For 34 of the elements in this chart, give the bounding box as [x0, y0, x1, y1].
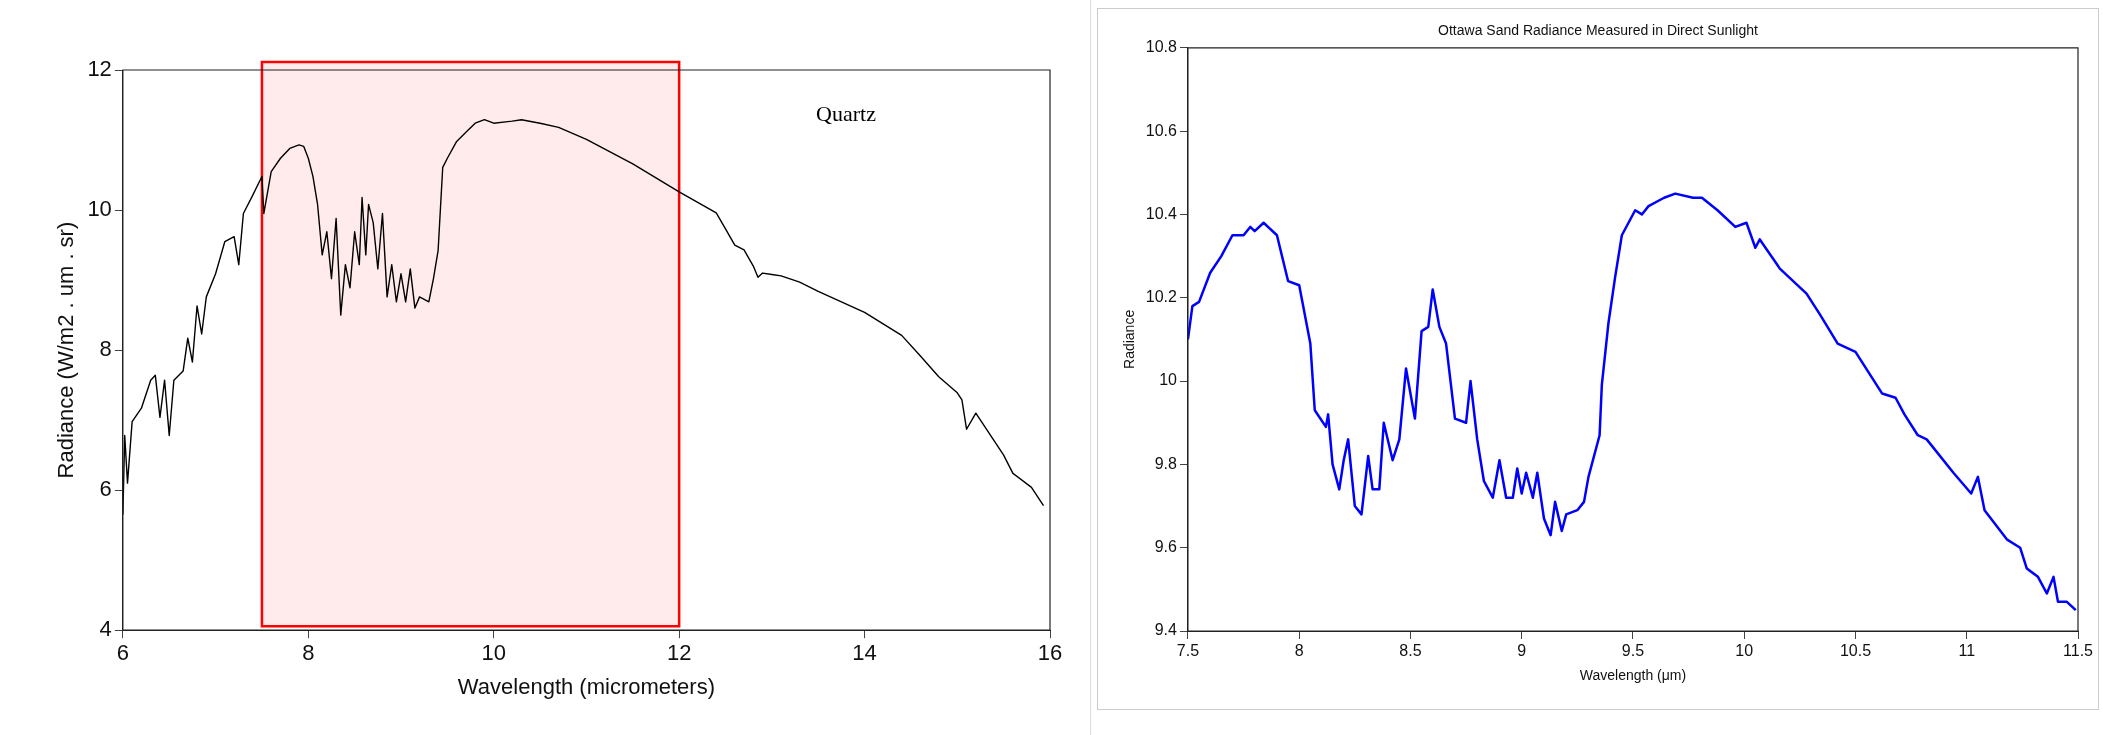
x-tick-label: 14 [852, 640, 877, 666]
y-tick-label: 9.4 [1154, 621, 1178, 639]
y-tick-label: 10 [1159, 371, 1178, 389]
y-tick-label: 8 [99, 336, 112, 362]
x-tick-label: 11 [1958, 642, 1976, 660]
x-tick-label: 6 [116, 640, 129, 666]
x-tick-label: 11.5 [2063, 642, 2094, 660]
y-tick-label: 12 [87, 56, 112, 82]
y-tick-label: 9.8 [1154, 454, 1178, 472]
x-tick-label: 10 [1735, 642, 1754, 660]
x-axis-title: Wavelength (micrometers) [457, 673, 716, 699]
y-tick-label: 10.2 [1145, 288, 1178, 306]
y-axis-title: Radiance (W/m2 . um . sr) [53, 221, 79, 479]
x-tick-label: 8 [1294, 642, 1304, 660]
annotation: Quartz [816, 100, 877, 126]
x-tick-label: 10.5 [1839, 642, 1872, 660]
y-tick-label: 4 [99, 616, 112, 642]
y-tick-label: 6 [99, 476, 112, 502]
x-tick-label: 7.5 [1176, 642, 1200, 660]
x-tick-label: 9 [1517, 642, 1527, 660]
x-tick-label: 8.5 [1399, 642, 1422, 660]
y-tick-label: 10.8 [1145, 38, 1178, 56]
y-tick-label: 10.4 [1145, 204, 1178, 222]
y-axis-title: Radiance [1121, 309, 1138, 369]
x-tick-label: 12 [666, 640, 692, 666]
y-tick-label: 10.6 [1145, 121, 1178, 139]
y-tick-label: 10 [87, 196, 112, 222]
x-tick-label: 8 [302, 640, 315, 666]
y-tick-label: 9.6 [1154, 538, 1178, 556]
x-tick-label: 16 [1037, 640, 1063, 666]
x-axis-title: Wavelength (μm) [1579, 667, 1687, 684]
chart-title: Ottawa Sand Radiance Measured in Direct Sunlight [1438, 22, 1759, 39]
x-tick-label: 10 [481, 640, 506, 666]
x-tick-label: 9.5 [1621, 642, 1645, 660]
